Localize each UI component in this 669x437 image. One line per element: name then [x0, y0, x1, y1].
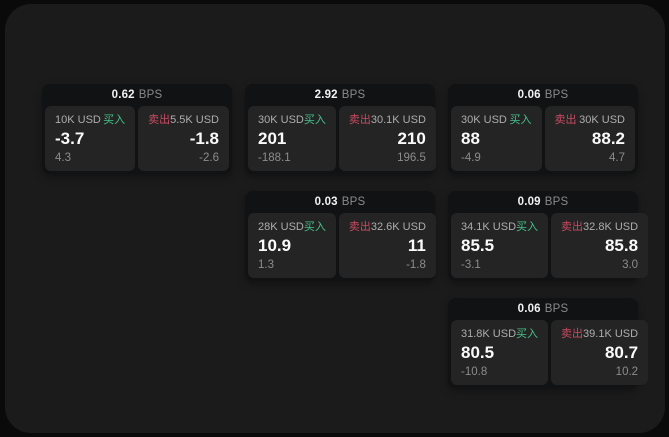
sell-side-label: 卖出 [554, 114, 577, 126]
buy-amount: 31.8K USD [461, 328, 517, 340]
bps-unit-label: BPS [544, 196, 569, 208]
sell-price: 210 [397, 129, 426, 148]
sell-price: 88.2 [591, 129, 625, 148]
buy-sell-panels: 10K USD 买入 -3.7 4.3 卖出 5.5K USD -1.8 -2.… [45, 106, 229, 171]
quote-card: 0.03 BPS 28K USD 买入 10.9 1.3 卖出 32.6K USD… [245, 191, 436, 281]
sell-panel[interactable]: 卖出 32.6K USD 11 -1.8 [338, 213, 436, 278]
quote-card: 0.06 BPS 30K USD 买入 88 -4.9 卖出 30K USD 88… [448, 84, 638, 174]
bps-value: 2.92 [314, 89, 338, 101]
sell-delta: -1.8 [406, 259, 426, 271]
buy-sell-panels: 30K USD 买入 88 -4.9 卖出 30K USD 88.2 4.7 [451, 106, 635, 171]
quote-card: 0.09 BPS 34.1K USD 买入 85.5 -3.1 卖出 32.8K … [448, 191, 649, 281]
quote-card: 2.92 BPS 30K USD 买入 201 -188.1 卖出 30.1K U… [245, 84, 436, 174]
buy-price: 85.5 [461, 236, 495, 255]
sell-amount: 32.8K USD [583, 221, 639, 233]
buy-delta: 1.3 [258, 259, 274, 271]
bps-unit-label: BPS [341, 196, 366, 208]
column-3: 0.06 BPS 30K USD 买入 88 -4.9 卖出 30K USD 88… [448, 84, 649, 388]
buy-side-label: 买入 [103, 114, 126, 126]
buy-panel[interactable]: 31.8K USD 买入 80.5 -10.8 [451, 320, 549, 385]
bps-value: 0.06 [517, 303, 541, 315]
sell-panel[interactable]: 卖出 30K USD 88.2 4.7 [544, 106, 635, 171]
sell-amount: 32.6K USD [370, 221, 426, 233]
buy-side-label: 买入 [303, 114, 326, 126]
buy-panel[interactable]: 28K USD 买入 10.9 1.3 [248, 213, 336, 278]
sell-price: -1.8 [189, 129, 219, 148]
bps-value: 0.06 [517, 89, 541, 101]
buy-sell-panels: 30K USD 买入 201 -188.1 卖出 30.1K USD 210 1… [248, 106, 436, 171]
sell-amount: 30K USD [579, 114, 625, 126]
bps-header: 0.06 BPS [451, 298, 635, 320]
bps-header: 0.09 BPS [451, 191, 635, 213]
buy-sell-panels: 34.1K USD 买入 85.5 -3.1 卖出 32.8K USD 85.8… [451, 213, 649, 278]
sell-amount: 5.5K USD [170, 114, 219, 126]
bps-header: 2.92 BPS [248, 84, 432, 106]
column-2: 2.92 BPS 30K USD 买入 201 -188.1 卖出 30.1K U… [245, 84, 436, 281]
bps-unit-label: BPS [544, 89, 569, 101]
sell-side-label: 卖出 [561, 328, 584, 340]
sell-delta: 196.5 [397, 152, 426, 164]
buy-amount: 30K USD [258, 114, 304, 126]
buy-price: -3.7 [55, 129, 85, 148]
sell-side-label: 卖出 [561, 221, 584, 233]
buy-sell-panels: 28K USD 买入 10.9 1.3 卖出 32.6K USD 11 -1.8 [248, 213, 436, 278]
buy-panel[interactable]: 30K USD 买入 201 -188.1 [248, 106, 336, 171]
buy-delta: -3.1 [461, 259, 481, 271]
quote-card: 0.06 BPS 31.8K USD 买入 80.5 -10.8 卖出 39.1K… [448, 298, 649, 388]
sell-price: 11 [407, 236, 426, 255]
sell-side-label: 卖出 [148, 114, 171, 126]
buy-price: 10.9 [258, 236, 292, 255]
buy-panel[interactable]: 10K USD 买入 -3.7 4.3 [45, 106, 136, 171]
sell-panel[interactable]: 卖出 5.5K USD -1.8 -2.6 [138, 106, 229, 171]
bps-unit-label: BPS [544, 303, 569, 315]
buy-amount: 34.1K USD [461, 221, 517, 233]
buy-sell-panels: 31.8K USD 买入 80.5 -10.8 卖出 39.1K USD 80.… [451, 320, 649, 385]
buy-panel[interactable]: 34.1K USD 买入 85.5 -3.1 [451, 213, 549, 278]
sell-delta: -2.6 [199, 152, 219, 164]
bps-header: 0.03 BPS [248, 191, 432, 213]
bps-unit-label: BPS [341, 89, 366, 101]
sell-panel[interactable]: 卖出 30.1K USD 210 196.5 [338, 106, 436, 171]
buy-amount: 28K USD [258, 221, 304, 233]
app-page: 0.62 BPS 10K USD 买入 -3.7 4.3 卖出 5.5K USD … [5, 4, 665, 433]
buy-delta: -188.1 [258, 152, 291, 164]
bps-value: 0.09 [517, 196, 541, 208]
quote-card: 0.62 BPS 10K USD 买入 -3.7 4.3 卖出 5.5K USD … [42, 84, 232, 174]
buy-amount: 10K USD [55, 114, 101, 126]
sell-amount: 30.1K USD [370, 114, 426, 126]
sell-panel[interactable]: 卖出 32.8K USD 85.8 3.0 [551, 213, 649, 278]
bps-header: 0.06 BPS [451, 84, 635, 106]
sell-delta: 3.0 [622, 259, 639, 271]
column-1: 0.62 BPS 10K USD 买入 -3.7 4.3 卖出 5.5K USD … [42, 84, 232, 174]
quote-card-board: 0.62 BPS 10K USD 买入 -3.7 4.3 卖出 5.5K USD … [42, 84, 649, 388]
buy-panel[interactable]: 30K USD 买入 88 -4.9 [451, 106, 542, 171]
buy-price: 201 [258, 129, 287, 148]
sell-delta: 4.7 [609, 152, 625, 164]
sell-delta: 10.2 [615, 366, 639, 378]
buy-delta: 4.3 [55, 152, 71, 164]
buy-side-label: 买入 [516, 221, 539, 233]
buy-side-label: 买入 [303, 221, 326, 233]
sell-price: 80.7 [604, 343, 639, 362]
bps-value: 0.62 [111, 89, 135, 101]
buy-amount: 30K USD [461, 114, 507, 126]
buy-price: 88 [461, 129, 480, 148]
buy-side-label: 买入 [509, 114, 532, 126]
sell-price: 85.8 [604, 236, 639, 255]
sell-side-label: 卖出 [348, 114, 371, 126]
buy-side-label: 买入 [516, 328, 539, 340]
buy-price: 80.5 [461, 343, 495, 362]
buy-delta: -10.8 [461, 366, 488, 378]
bps-header: 0.62 BPS [45, 84, 229, 106]
sell-amount: 39.1K USD [583, 328, 639, 340]
buy-delta: -4.9 [461, 152, 481, 164]
bps-unit-label: BPS [138, 89, 163, 101]
bps-value: 0.03 [314, 196, 338, 208]
sell-side-label: 卖出 [348, 221, 371, 233]
sell-panel[interactable]: 卖出 39.1K USD 80.7 10.2 [551, 320, 649, 385]
